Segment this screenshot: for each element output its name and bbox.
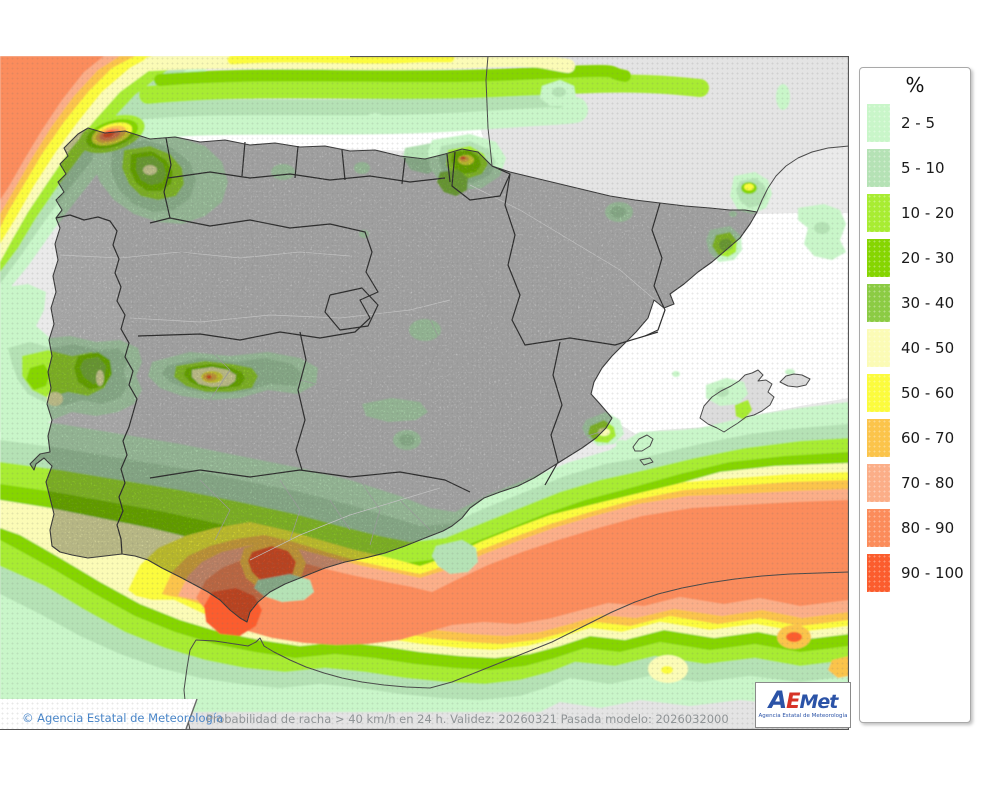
legend-color-swatch bbox=[867, 554, 890, 592]
legend-label: 10 - 20 bbox=[901, 204, 955, 222]
legend-item: 20 - 30 bbox=[867, 239, 970, 284]
legend-label: 30 - 40 bbox=[901, 294, 955, 312]
legend-color-swatch bbox=[867, 284, 890, 322]
legend-item: 60 - 70 bbox=[867, 419, 970, 464]
logo-text: AEMet bbox=[756, 683, 850, 715]
legend-item: 70 - 80 bbox=[867, 464, 970, 509]
legend-label: 20 - 30 bbox=[901, 249, 955, 267]
legend-color-swatch bbox=[867, 464, 890, 502]
legend-color-swatch bbox=[867, 374, 890, 412]
logo-letter-a: A bbox=[768, 686, 788, 714]
legend-item: 2 - 5 bbox=[867, 104, 970, 149]
legend-color-swatch bbox=[867, 419, 890, 457]
logo-letter-e: E bbox=[786, 689, 800, 713]
footer-divider bbox=[185, 698, 198, 730]
legend-color-swatch bbox=[867, 239, 890, 277]
legend-label: 5 - 10 bbox=[901, 159, 945, 177]
legend-item: 50 - 60 bbox=[867, 374, 970, 419]
legend-label: 60 - 70 bbox=[901, 429, 955, 447]
legend-color-swatch bbox=[867, 329, 890, 367]
legend-panel: % 2 - 5 5 - 10 10 - 20 20 - 30 30 - 40 40 - 5… bbox=[859, 67, 971, 723]
legend-label: 40 - 50 bbox=[901, 339, 955, 357]
legend-label: 50 - 60 bbox=[901, 384, 955, 402]
land-france bbox=[486, 56, 849, 212]
footer-copyright: © Agencia Estatal de Meteorología bbox=[22, 711, 224, 725]
footer-band bbox=[0, 699, 197, 729]
legend-item: 5 - 10 bbox=[867, 149, 970, 194]
legend-item: 10 - 20 bbox=[867, 194, 970, 239]
island-menorca bbox=[780, 374, 810, 387]
legend-color-swatch bbox=[867, 194, 890, 232]
legend-item: 40 - 50 bbox=[867, 329, 970, 374]
footer-info: Probabilidad de racha > 40 km/h en 24 h.… bbox=[206, 712, 729, 726]
aemet-logo: AEMet Agencia Estatal de Meteorología bbox=[755, 682, 851, 728]
legend-label: 90 - 100 bbox=[901, 564, 964, 582]
legend-label: 2 - 5 bbox=[901, 114, 936, 132]
probability-map bbox=[0, 56, 849, 730]
logo-met: Met bbox=[799, 691, 839, 713]
legend-label: 80 - 90 bbox=[901, 519, 955, 537]
legend-color-swatch bbox=[867, 509, 890, 547]
legend-color-swatch bbox=[867, 149, 890, 187]
logo-subtext: Agencia Estatal de Meteorología bbox=[758, 713, 848, 719]
legend-item: 80 - 90 bbox=[867, 509, 970, 554]
legend-label: 70 - 80 bbox=[901, 474, 955, 492]
legend-rows: 2 - 5 5 - 10 10 - 20 20 - 30 30 - 40 40 - 50 5… bbox=[867, 104, 970, 599]
legend-item: 30 - 40 bbox=[867, 284, 970, 329]
legend-title: % bbox=[905, 73, 925, 97]
legend-color-swatch bbox=[867, 104, 890, 142]
map-lines bbox=[0, 56, 849, 730]
legend-item: 90 - 100 bbox=[867, 554, 970, 599]
map-canvas bbox=[0, 56, 849, 730]
